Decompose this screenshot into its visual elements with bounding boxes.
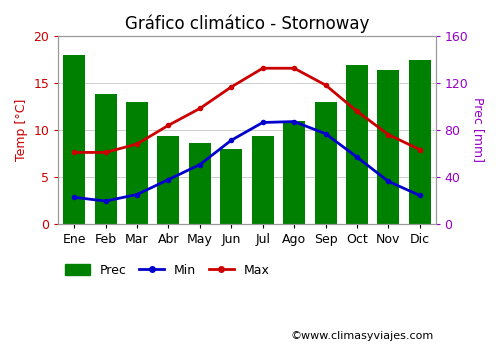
Bar: [189, 143, 211, 224]
Bar: [220, 149, 242, 224]
Bar: [158, 136, 180, 224]
Text: ©www.climasyviajes.com: ©www.climasyviajes.com: [290, 331, 433, 341]
Bar: [346, 64, 368, 224]
Bar: [126, 102, 148, 224]
Bar: [94, 94, 116, 224]
Bar: [252, 136, 274, 224]
Y-axis label: Prec [mm]: Prec [mm]: [472, 98, 485, 162]
Legend: Prec, Min, Max: Prec, Min, Max: [64, 264, 270, 277]
Bar: [63, 55, 85, 224]
Bar: [409, 60, 431, 224]
Y-axis label: Temp [°C]: Temp [°C]: [15, 99, 28, 161]
Title: Gráfico climático - Stornoway: Gráfico climático - Stornoway: [125, 15, 369, 34]
Bar: [283, 121, 305, 224]
Bar: [314, 102, 336, 224]
Bar: [378, 70, 400, 224]
